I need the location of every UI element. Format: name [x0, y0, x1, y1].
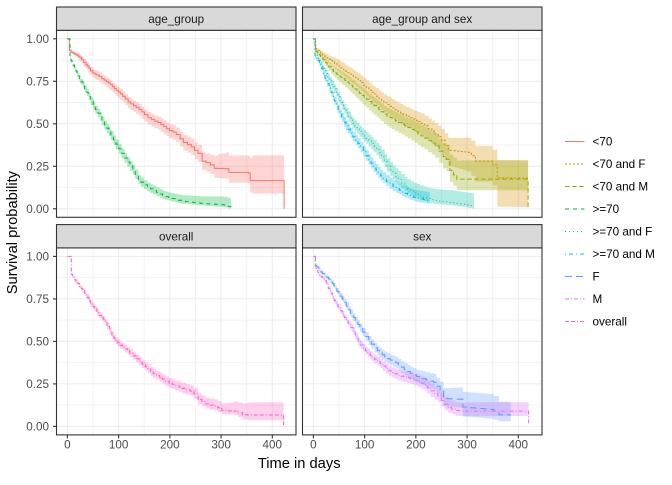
svg-text:0: 0: [310, 438, 317, 451]
svg-text:age_group: age_group: [148, 13, 204, 26]
svg-text:0.75: 0.75: [26, 76, 49, 89]
svg-text:1.00: 1.00: [26, 251, 49, 264]
svg-text:1.00: 1.00: [26, 33, 49, 46]
svg-text:>=70: >=70: [593, 203, 620, 216]
svg-text:F: F: [593, 271, 600, 284]
svg-text:0.75: 0.75: [26, 293, 49, 306]
svg-text:0.00: 0.00: [26, 203, 49, 216]
svg-text:200: 200: [406, 438, 426, 451]
svg-text:overall: overall: [593, 316, 627, 329]
svg-text:0.25: 0.25: [26, 378, 49, 391]
svg-text:100: 100: [355, 438, 375, 451]
svg-text:300: 300: [457, 438, 477, 451]
svg-text:300: 300: [211, 438, 231, 451]
svg-text:0.25: 0.25: [26, 161, 49, 174]
svg-text:<70 and F: <70 and F: [593, 158, 646, 171]
svg-text:overall: overall: [159, 230, 193, 243]
svg-text:<70 and M: <70 and M: [593, 181, 649, 194]
svg-text:<70: <70: [593, 136, 613, 149]
svg-text:>=70 and M: >=70 and M: [593, 248, 655, 261]
svg-text:Time in days: Time in days: [258, 456, 341, 472]
svg-text:sex: sex: [413, 230, 431, 243]
svg-text:0.50: 0.50: [26, 336, 49, 349]
svg-text:100: 100: [109, 438, 129, 451]
svg-text:0.50: 0.50: [26, 118, 49, 131]
svg-text:400: 400: [263, 438, 283, 451]
svg-text:200: 200: [160, 438, 180, 451]
svg-text:age_group and sex: age_group and sex: [372, 13, 472, 26]
svg-text:M: M: [593, 293, 603, 306]
svg-text:>=70 and F: >=70 and F: [593, 226, 653, 239]
svg-text:0: 0: [64, 438, 71, 451]
svg-text:Survival probability: Survival probability: [5, 170, 21, 294]
svg-text:0.00: 0.00: [26, 421, 49, 434]
svg-text:400: 400: [509, 438, 529, 451]
